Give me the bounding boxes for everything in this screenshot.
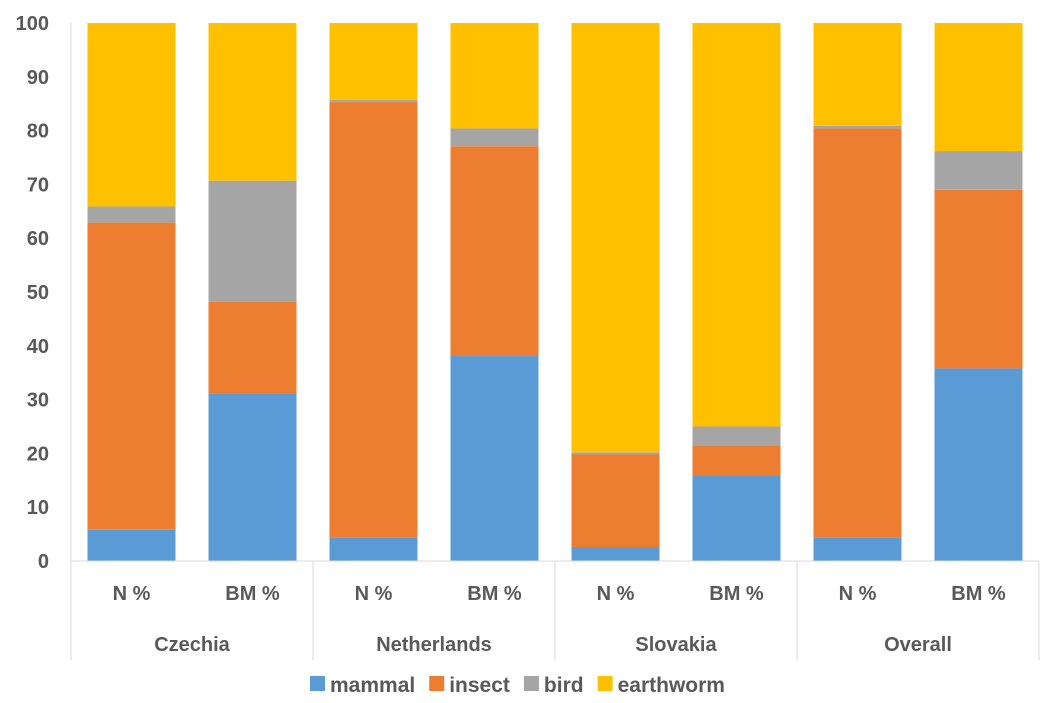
- x-tick-label: N %: [113, 583, 151, 605]
- axes-layer: [70, 23, 1040, 660]
- bar-earthworm-7: [813, 23, 902, 126]
- legend: mammal insect bird earthworm: [310, 674, 725, 697]
- bar-earthworm-3: [329, 23, 418, 100]
- bar-earthworm-6: [692, 23, 781, 427]
- y-tick-label: 80: [27, 121, 49, 143]
- x-tick-label: BM %: [709, 583, 764, 605]
- bar-bird-3: [329, 99, 418, 103]
- bar-earthworm-4: [450, 23, 539, 129]
- y-tick-label: 70: [27, 174, 49, 196]
- bar-mammal-1: [87, 529, 176, 561]
- y-tick-label: 100: [16, 13, 49, 35]
- bar-insect-1: [87, 222, 176, 530]
- y-tick-label: 0: [38, 551, 49, 573]
- bar-mammal-4: [450, 356, 539, 561]
- bar-bird-2: [208, 180, 297, 302]
- bar-bird-8: [934, 151, 1023, 190]
- x-axis-category-labels: N % BM % N % BM % N % BM % N % BM %: [113, 583, 1006, 605]
- x-axis-group-labels: Czechia Netherlands Slovakia Overall: [154, 634, 952, 656]
- legend-swatch-bird: [523, 676, 539, 691]
- y-tick-label: 30: [27, 390, 49, 412]
- group-label-slovakia: Slovakia: [635, 634, 717, 656]
- bar-insect-5: [571, 454, 660, 548]
- group-label-netherlands: Netherlands: [376, 634, 492, 656]
- bar-bird-5: [571, 452, 660, 455]
- x-tick-label: N %: [839, 583, 877, 605]
- bar-earthworm-1: [87, 23, 176, 207]
- legend-swatch-insect: [429, 676, 445, 691]
- bar-bird-1: [87, 206, 176, 223]
- bar-mammal-2: [208, 393, 297, 561]
- y-tick-label: 20: [27, 443, 49, 465]
- bar-insect-7: [813, 128, 902, 538]
- bar-earthworm-8: [934, 23, 1023, 152]
- bar-insect-6: [692, 445, 781, 476]
- bar-insect-8: [934, 189, 1023, 369]
- bar-insect-2: [208, 301, 297, 394]
- group-label-overall: Overall: [884, 634, 952, 656]
- y-tick-label: 90: [27, 67, 49, 89]
- bar-insect-4: [450, 146, 539, 357]
- legend-label-mammal: mammal: [330, 674, 415, 697]
- legend-swatch-mammal: [310, 676, 325, 691]
- x-tick-label: N %: [597, 583, 635, 605]
- group-label-czechia: Czechia: [154, 634, 230, 656]
- y-axis-ticks: 0 10 20 30 40 50 60 70 80 90 100: [16, 13, 49, 573]
- bar-bird-7: [813, 125, 902, 129]
- bar-mammal-5: [571, 547, 660, 561]
- y-tick-label: 10: [27, 497, 49, 519]
- bar-insect-3: [329, 102, 418, 538]
- y-tick-label: 50: [27, 282, 49, 304]
- bar-mammal-3: [329, 537, 418, 561]
- bar-mammal-8: [934, 368, 1023, 561]
- legend-label-earthworm: earthworm: [618, 674, 725, 697]
- bar-bird-4: [450, 128, 539, 147]
- legend-label-insect: insect: [449, 674, 510, 697]
- bar-bird-6: [692, 426, 781, 446]
- bar-earthworm-5: [571, 23, 660, 453]
- x-tick-label: N %: [355, 583, 393, 605]
- bars-layer: [87, 23, 1023, 561]
- y-tick-label: 60: [27, 228, 49, 250]
- x-tick-label: BM %: [951, 583, 1006, 605]
- bar-mammal-6: [692, 475, 781, 561]
- bar-earthworm-2: [208, 23, 297, 181]
- bar-mammal-7: [813, 537, 902, 561]
- legend-label-bird: bird: [544, 674, 584, 697]
- x-tick-label: BM %: [225, 583, 280, 605]
- x-tick-label: BM %: [467, 583, 522, 605]
- legend-swatch-earthworm: [597, 676, 613, 691]
- y-tick-label: 40: [27, 336, 49, 358]
